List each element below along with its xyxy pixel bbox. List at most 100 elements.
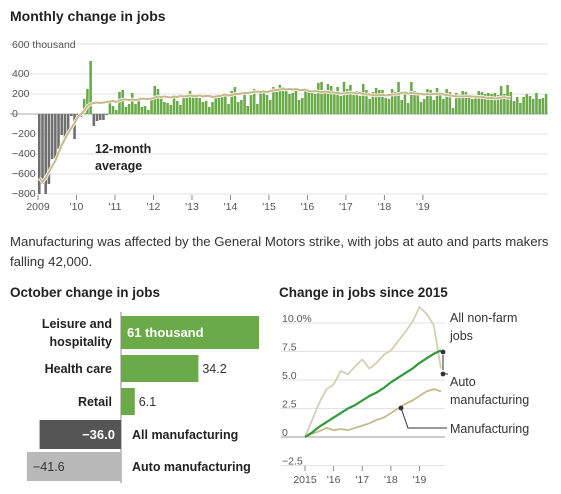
x-tick-label: '18: [384, 474, 398, 486]
bar: [483, 94, 487, 114]
value-label: 6.1: [139, 395, 156, 409]
bar: [349, 85, 352, 114]
bar: [153, 86, 157, 114]
bar: [105, 114, 108, 115]
y-tick-label: −800: [12, 188, 36, 200]
bar: [381, 90, 384, 114]
october-change-chart: 61 thousand Leisure and hospitality 34.2 Hea…: [26, 312, 259, 483]
bar: [121, 90, 124, 114]
bar: [41, 114, 44, 184]
bar: [60, 114, 64, 135]
bar: [26, 452, 121, 481]
bar: [541, 98, 545, 114]
bar: [217, 98, 221, 114]
bar: [525, 94, 529, 114]
bar: [284, 89, 288, 114]
bar: [211, 102, 214, 114]
y-tick-label: 0: [12, 108, 18, 120]
bar: [371, 92, 375, 114]
bar: [454, 93, 458, 114]
bar: [438, 92, 442, 114]
bar: [54, 114, 57, 158]
x-tick-label: '18: [378, 201, 392, 213]
x-tick-label: '11: [109, 201, 122, 213]
bar: [137, 101, 140, 114]
bar: [147, 110, 150, 114]
bar: [111, 106, 115, 114]
bar: [39, 420, 121, 449]
bar: [92, 114, 96, 126]
bar: [320, 82, 323, 114]
y-tick-label: −200: [12, 128, 36, 140]
bar: [201, 102, 205, 114]
x-tick-label: 2009: [26, 201, 50, 213]
bar: [419, 102, 423, 114]
bar: [172, 98, 176, 114]
bar: [121, 355, 199, 382]
bar: [259, 92, 262, 114]
bar: [413, 91, 416, 114]
bar: [365, 90, 368, 114]
bar: [275, 92, 278, 114]
bar: [390, 89, 394, 114]
bar: [490, 94, 493, 114]
legend-label: jobs: [449, 329, 473, 343]
bar: [98, 114, 102, 120]
bar: [121, 316, 259, 349]
bar: [57, 114, 60, 149]
bar: [422, 99, 426, 114]
series-line: [304, 349, 442, 438]
bar: [131, 93, 134, 114]
bar: [159, 96, 163, 114]
bar: [124, 107, 128, 114]
bar: [150, 98, 153, 114]
bar: [480, 92, 484, 114]
value-label: −36.0: [82, 427, 115, 442]
annotation-label: average: [95, 159, 142, 173]
category-label: Auto manufacturing: [132, 460, 251, 474]
bar: [368, 99, 371, 114]
series-line: [304, 306, 442, 438]
bar: [246, 106, 250, 114]
bar: [410, 82, 413, 114]
bar: [198, 98, 201, 114]
bar: [281, 87, 285, 114]
bar: [89, 61, 92, 114]
bar: [403, 94, 407, 114]
bar: [63, 114, 67, 140]
bar: [528, 96, 532, 114]
bar: [451, 108, 455, 114]
bar: [272, 87, 275, 114]
bar: [442, 99, 445, 114]
marker-dot: [440, 349, 446, 355]
x-tick-label: '19: [413, 474, 427, 486]
bar: [499, 86, 503, 114]
bar: [336, 87, 339, 114]
x-tick-label: '14: [224, 201, 238, 213]
y-tick-label: 200: [12, 88, 30, 100]
bar: [544, 94, 548, 114]
bar: [252, 89, 256, 114]
bar: [175, 101, 179, 114]
bar: [143, 106, 147, 114]
bar: [256, 104, 259, 114]
bar: [208, 107, 211, 114]
bar: [278, 85, 282, 114]
x-tick-label: '10: [70, 201, 84, 213]
bar: [188, 91, 192, 114]
bar: [384, 98, 387, 114]
jobs-since-2015-chart: 10.0% 7.5 5.0 2.5 0 −2.5 2015 '16 '17 '18 '19 All n…: [281, 306, 529, 486]
legend-label: manufacturing: [450, 393, 529, 407]
bar: [519, 103, 522, 114]
bar: [345, 89, 349, 114]
x-tick-label: '16: [301, 201, 315, 213]
marker-dot: [440, 371, 446, 377]
bar: [301, 98, 304, 114]
bar: [461, 91, 464, 114]
x-tick-label: '16: [327, 474, 341, 486]
bar: [387, 99, 391, 114]
bar: [400, 100, 404, 114]
bar: [227, 104, 230, 114]
x-tick-label: '13: [185, 201, 199, 213]
